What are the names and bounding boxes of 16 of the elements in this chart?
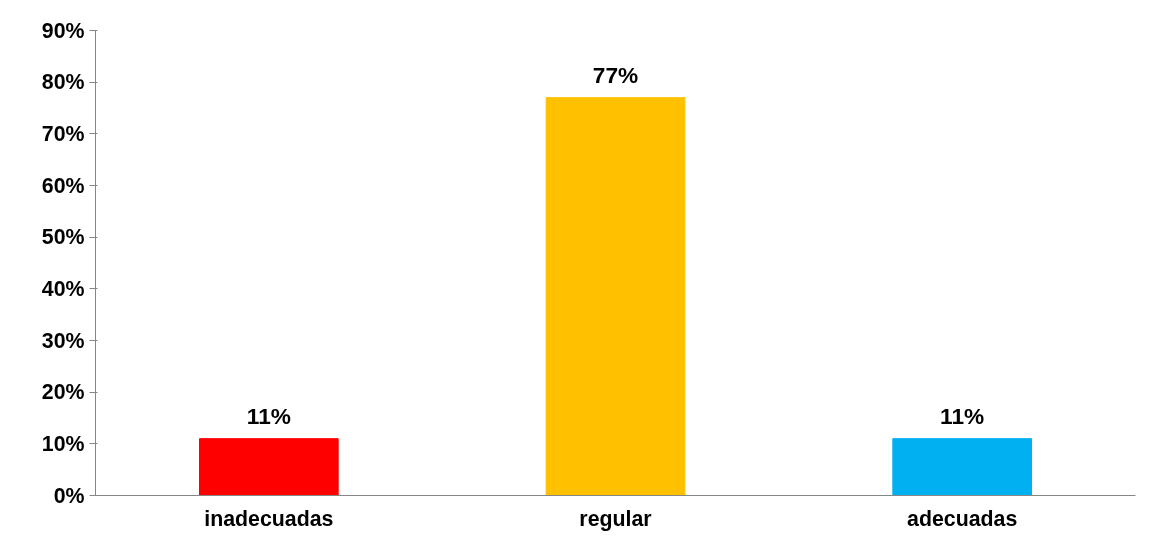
y-tick-label: 70% xyxy=(41,121,85,146)
y-tick-label: 90% xyxy=(41,18,85,43)
y-tick-label: 80% xyxy=(41,70,85,95)
x-tick-label: inadecuadas xyxy=(204,506,334,531)
y-tick-label: 10% xyxy=(41,431,85,456)
data-label: 11% xyxy=(940,402,985,429)
y-tick-label: 60% xyxy=(41,173,85,198)
x-tick-label: adecuadas xyxy=(907,506,1018,531)
y-tick-label: 50% xyxy=(41,225,85,250)
data-label: 77% xyxy=(592,61,639,88)
y-tick-label: 20% xyxy=(41,380,85,405)
y-tick-label: 30% xyxy=(41,328,85,353)
y-tick-label: 0% xyxy=(53,483,85,508)
data-label: 11% xyxy=(246,402,291,429)
y-tick-label: 40% xyxy=(41,276,85,301)
x-tick-label: regular xyxy=(579,506,652,531)
